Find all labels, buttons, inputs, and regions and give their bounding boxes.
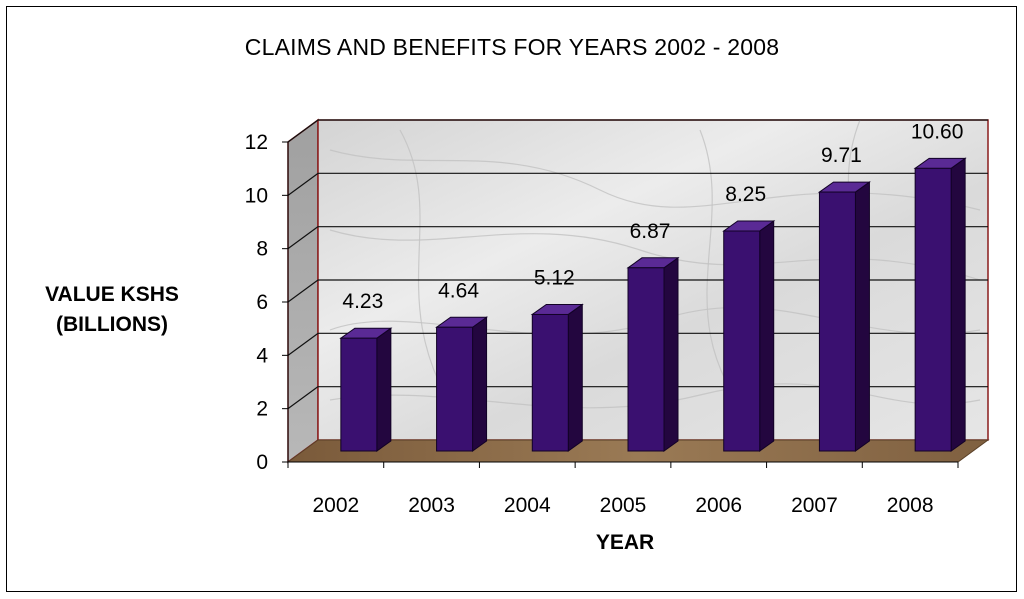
y-tick-label-4: 4 [256,344,268,367]
data-label-2007: 9.71 [821,144,862,167]
bar-2004 [532,314,568,451]
x-tick-label-2005: 2005 [600,494,647,517]
x-tick-label-2006: 2006 [695,494,742,517]
y-tick-label-2: 2 [256,398,268,421]
bar-2007 [819,192,855,451]
y-tick-label-0: 0 [256,451,268,474]
bar-2006 [724,231,760,451]
data-label-2002: 4.23 [342,290,383,313]
y-tick-label-6: 6 [256,291,268,314]
y-tick-label-10: 10 [245,184,268,207]
x-tick-label-2002: 2002 [312,494,359,517]
bar-side-2003 [473,317,487,451]
bar-2003 [437,327,473,451]
bar-2002 [341,338,377,451]
data-label-2004: 5.12 [534,266,575,289]
x-tick-label-2007: 2007 [791,494,838,517]
data-label-2008: 10.60 [911,120,964,143]
bar-side-2008 [951,158,965,451]
data-label-2005: 6.87 [630,220,671,243]
bar-side-2004 [568,304,582,451]
x-tick-label-2004: 2004 [504,494,551,517]
bar-side-2006 [760,221,774,451]
bar-side-2005 [664,258,678,451]
bar-side-2007 [855,182,869,451]
data-label-2003: 4.64 [438,279,479,302]
bar-2008 [915,168,951,451]
data-label-2006: 8.25 [725,183,766,206]
y-tick-label-8: 8 [256,238,268,261]
y-tick-label-12: 12 [245,131,268,154]
bar-side-2002 [377,328,391,451]
x-tick-label-2008: 2008 [887,494,934,517]
x-tick-label-2003: 2003 [408,494,455,517]
bar-2005 [628,268,664,451]
